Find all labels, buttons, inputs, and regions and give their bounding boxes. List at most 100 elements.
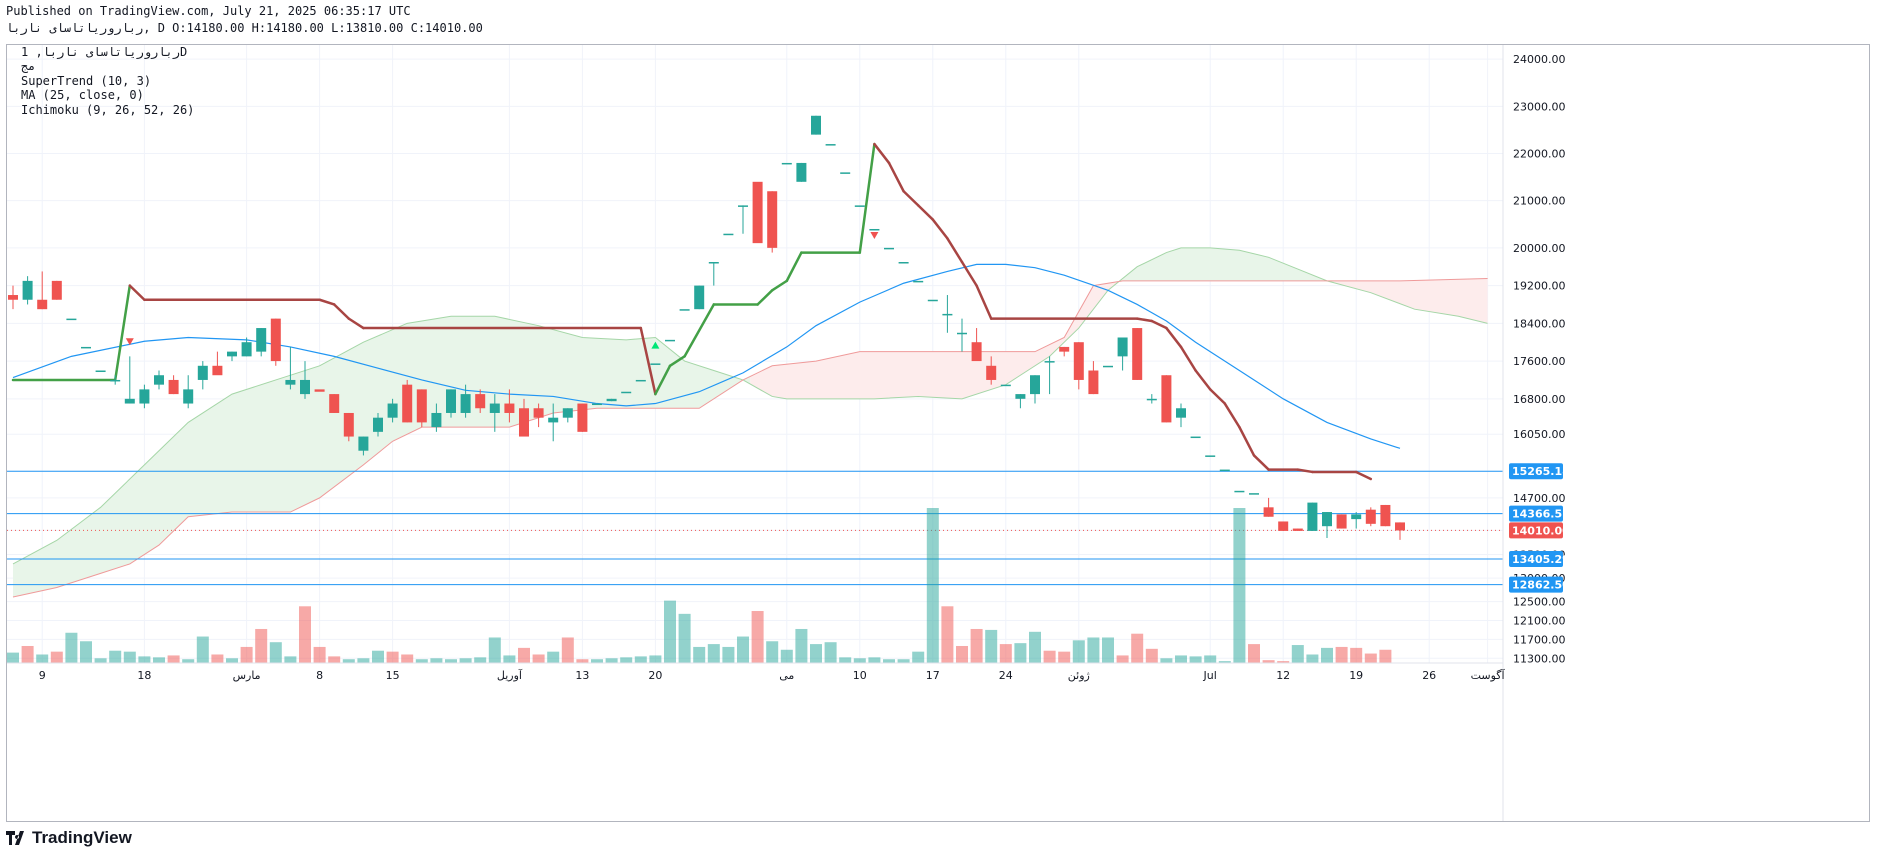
volume-bar: [897, 659, 910, 663]
candle-body: [1088, 370, 1099, 395]
volume-bar: [883, 659, 895, 663]
candlestick-chart[interactable]: 24000.00 23000.00 22000.00 21000.00 20000.00…: [7, 45, 1869, 821]
chart-pane[interactable]: 24000.00 23000.00 22000.00 21000.00 20000.00…: [6, 44, 1870, 822]
legend-ichimoku[interactable]: Ichimoku (9, 26, 52, 26): [21, 103, 195, 117]
candle-body: [1234, 490, 1245, 493]
volume-bar: [649, 655, 662, 663]
volume-bar: [167, 655, 180, 663]
time-tick-label: آگوست: [1471, 668, 1506, 682]
volume-bar: [941, 606, 954, 663]
volume-bar: [1218, 661, 1231, 663]
supertrend-segment: [639, 326, 657, 396]
volume-bar: [970, 628, 983, 663]
volume-bar: [1116, 655, 1129, 663]
volume-bar: [999, 644, 1012, 663]
price-tick-label: 20000.00: [1513, 242, 1566, 255]
candle-body: [1190, 436, 1201, 439]
price-tick-label: 12100.00: [1513, 615, 1566, 628]
candle-body: [110, 379, 121, 382]
published-line: Published on TradingView.com, July 21, 2…: [6, 4, 411, 18]
supertrend-segment: [347, 317, 365, 330]
buy-arrow-icon: [651, 341, 660, 349]
volume-bar: [532, 654, 545, 663]
candle-body: [781, 162, 792, 165]
volume-bar: [664, 600, 676, 663]
supertrend-segment: [858, 142, 876, 254]
candle-body: [81, 346, 91, 349]
volume-bar: [518, 647, 530, 663]
supertrend-segment: [332, 303, 351, 320]
candle-body: [1249, 493, 1259, 495]
candle-body: [51, 280, 62, 300]
volume-bar: [722, 646, 735, 663]
supertrend-segment: [916, 204, 935, 221]
candle-body: [1380, 504, 1391, 527]
candle-body: [1176, 408, 1186, 418]
volume-bar: [1306, 654, 1319, 663]
time-tick-label: 13: [575, 669, 589, 682]
time-tick-label: 12: [1276, 669, 1290, 682]
candle-body: [738, 205, 748, 207]
supertrend-segment: [1179, 345, 1197, 372]
volume-bar: [1350, 647, 1363, 663]
supertrend-segment: [1354, 470, 1373, 481]
candle-body: [1044, 361, 1055, 363]
legend-symbol[interactable]: رباروریاتاسای ناربا, 1D: [21, 45, 188, 59]
supertrend-segment: [946, 237, 964, 264]
volume-bar: [50, 651, 63, 663]
candle-body: [95, 370, 106, 373]
volume-bar: [94, 658, 107, 663]
tradingview-brand[interactable]: TradingView: [6, 828, 132, 848]
candle-body: [8, 295, 18, 300]
candle-body: [825, 144, 836, 146]
candle-body: [22, 280, 33, 300]
volume-bar: [182, 659, 195, 663]
volume-bar: [591, 659, 603, 663]
supertrend-segment: [902, 189, 920, 207]
volume-bar: [985, 629, 998, 663]
volume-bar: [445, 659, 457, 663]
supertrend-segment: [1165, 326, 1183, 349]
candle-body: [533, 408, 544, 418]
time-tick-label: 18: [137, 669, 151, 682]
time-tick-label: 8: [316, 669, 323, 682]
candle-body: [212, 365, 223, 376]
volume-bar: [576, 659, 589, 663]
candle-body: [387, 403, 398, 418]
legend-ma[interactable]: MA (25, close, 0): [21, 88, 144, 102]
candle-body: [1073, 342, 1084, 380]
supertrend-segment: [931, 218, 949, 240]
supertrend-segment: [873, 142, 891, 165]
candle-body: [504, 403, 515, 413]
candle-body: [1336, 514, 1347, 529]
volume-bar: [853, 658, 866, 663]
price-tick-label: 18400.00: [1513, 317, 1566, 330]
candle-body: [183, 389, 194, 404]
candle-body: [241, 342, 252, 357]
price-label-badge: [1509, 505, 1563, 522]
ichimoku-cloud: [1122, 247, 1335, 283]
candle-body: [270, 318, 281, 362]
candle-body: [927, 299, 938, 302]
legend-supertrend[interactable]: SuperTrend (10, 3): [21, 74, 152, 88]
supertrend-segment: [1208, 388, 1227, 405]
supertrend-segment: [887, 161, 905, 193]
candle-body: [1117, 337, 1128, 357]
volume-bar: [693, 646, 706, 663]
candle-body: [154, 375, 164, 385]
volume-bar: [605, 658, 618, 663]
time-tick-label: ژوئن: [1068, 669, 1090, 682]
price-label: 15265.18: [1512, 465, 1570, 478]
volume-bar: [956, 645, 968, 663]
candle-body: [665, 339, 675, 342]
candle-body: [475, 394, 486, 409]
volume-bar: [1291, 645, 1304, 663]
volume-bar: [810, 644, 822, 663]
volume-bar: [561, 637, 574, 663]
volume-bar: [299, 606, 311, 663]
price-label: 14366.52: [1512, 508, 1570, 521]
candle-body: [314, 389, 325, 392]
candle-body: [650, 363, 661, 365]
volume-bar: [1072, 640, 1085, 663]
volume-bar: [1145, 648, 1158, 663]
